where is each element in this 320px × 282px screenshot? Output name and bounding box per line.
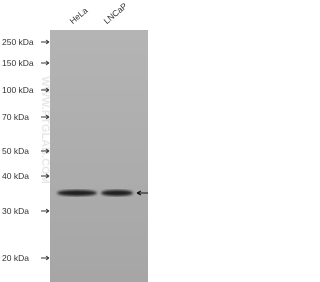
marker-arrow bbox=[41, 60, 50, 66]
membrane bbox=[50, 30, 148, 282]
marker-arrow bbox=[41, 173, 50, 179]
marker-label: 250 kDa bbox=[2, 37, 34, 47]
marker-arrow bbox=[41, 255, 50, 261]
marker-label: 20 kDa bbox=[2, 253, 29, 263]
marker-arrow bbox=[41, 39, 50, 45]
marker-arrow bbox=[41, 87, 50, 93]
marker-label: 100 kDa bbox=[2, 85, 34, 95]
watermark: WWW.PTGLAB.COM bbox=[39, 76, 51, 184]
marker-label: 30 kDa bbox=[2, 206, 29, 216]
band-arrow bbox=[136, 190, 148, 196]
band bbox=[57, 190, 97, 196]
blot-image: WWW.PTGLAB.COM bbox=[39, 30, 148, 282]
marker-arrow bbox=[41, 114, 50, 120]
marker-arrow bbox=[41, 208, 50, 214]
marker-label: 50 kDa bbox=[2, 146, 29, 156]
marker-label: 150 kDa bbox=[2, 58, 34, 68]
marker-arrow bbox=[41, 148, 50, 154]
blot-figure: WWW.PTGLAB.COM HeLa LNCaP 250 kDa 150 kDa… bbox=[0, 0, 150, 282]
marker-label: 70 kDa bbox=[2, 112, 29, 122]
band bbox=[101, 190, 133, 196]
marker-label: 40 kDa bbox=[2, 171, 29, 181]
